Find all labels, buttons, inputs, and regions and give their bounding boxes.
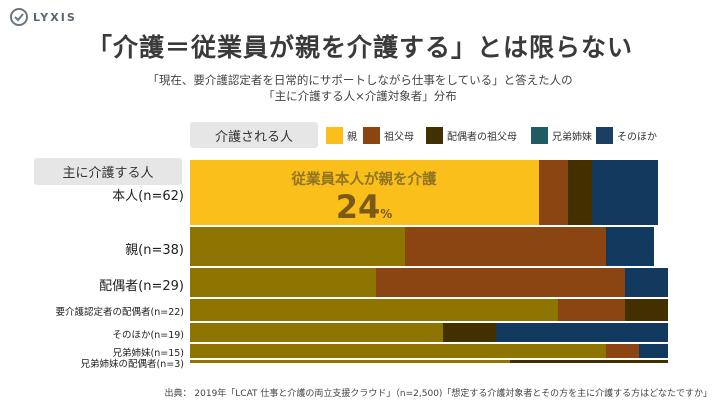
page-title: 「介護＝従業員が親を介護する」とは限らない — [86, 33, 633, 62]
legend-label-text: 兄弟姉妹 — [552, 131, 592, 143]
bar-segment — [190, 160, 539, 225]
callout-value: 24 — [335, 188, 381, 226]
legend-label-text: 祖父母 — [384, 131, 414, 143]
legend-label: 介護される人 — [190, 122, 318, 148]
bar-segment — [605, 227, 654, 266]
callout: 従業員本人が親を介護 24% — [190, 168, 538, 225]
bar-segment — [624, 268, 668, 297]
brand-name: LYXIS — [33, 10, 77, 24]
row-label: 兄弟姉妹(n=15) — [112, 348, 184, 360]
bar-row — [190, 268, 668, 297]
bar-segment — [558, 299, 625, 321]
bar-segment — [190, 323, 444, 342]
legend-label-text: 親 — [347, 131, 357, 143]
bar-segment — [405, 227, 606, 266]
legend-label-text: 配偶者の祖父母 — [447, 131, 517, 143]
bar-segment — [605, 344, 640, 358]
bar-segment — [376, 268, 625, 297]
bar-segment — [639, 344, 668, 358]
bar-segment — [624, 299, 668, 321]
bar-segment — [190, 344, 606, 358]
bar-segment — [190, 268, 377, 297]
bar-segment — [538, 160, 568, 225]
legend-swatch — [596, 126, 613, 144]
bar-row — [190, 344, 668, 358]
row-label: 配偶者(n=29) — [99, 278, 184, 294]
bar-row — [190, 299, 668, 321]
bar-segment — [591, 160, 659, 225]
legend-swatch — [426, 126, 443, 144]
row-label: 要介護認定者の配偶者(n=22) — [55, 307, 184, 319]
bar-row — [190, 160, 668, 225]
subtitle-line-2: 「主に介護する人×介護対象者」分布 — [263, 89, 457, 103]
row-label: 兄弟姉妹の配偶者(n=3) — [80, 358, 184, 370]
row-label: 本人(n=62) — [112, 188, 184, 204]
bar-segment — [190, 360, 511, 363]
legend-item: 配偶者の祖父母 — [426, 126, 517, 144]
bar-segment — [510, 360, 668, 363]
bar-row — [190, 360, 668, 363]
legend-swatch — [531, 126, 548, 144]
callout-unit: % — [380, 207, 393, 221]
bar-segment — [190, 227, 406, 266]
bar-segment — [495, 323, 668, 342]
bar-segment — [567, 160, 592, 225]
legend-item: 親 — [326, 126, 357, 144]
legend-item: 兄弟姉妹 — [531, 126, 592, 144]
axis-label: 主に介護する人 — [34, 158, 182, 185]
bar-row — [190, 323, 668, 342]
row-label: そのほか(n=19) — [112, 329, 184, 341]
callout-text: 従業員本人が親を介護 — [291, 172, 437, 188]
bar-segment — [190, 299, 559, 321]
lyxis-logo-icon — [10, 8, 28, 26]
legend-swatch — [326, 126, 343, 144]
brand-logo: LYXIS — [10, 8, 77, 26]
source-note: 出典： 2019年「LCAT 仕事と介護の両立支援クラウド」（n=2,500)「… — [164, 389, 712, 399]
legend-swatch — [363, 126, 380, 144]
bar-segment — [443, 323, 496, 342]
legend-item: そのほか — [596, 126, 657, 144]
legend-label-text: そのほか — [617, 131, 657, 143]
bar-row — [190, 227, 668, 266]
row-label: 親(n=38) — [125, 242, 184, 258]
legend-item: 祖父母 — [363, 126, 414, 144]
subtitle-line-1: 「現在、要介護認定者を日常的にサポートしながら仕事をしている」と答えた人の — [147, 73, 573, 87]
